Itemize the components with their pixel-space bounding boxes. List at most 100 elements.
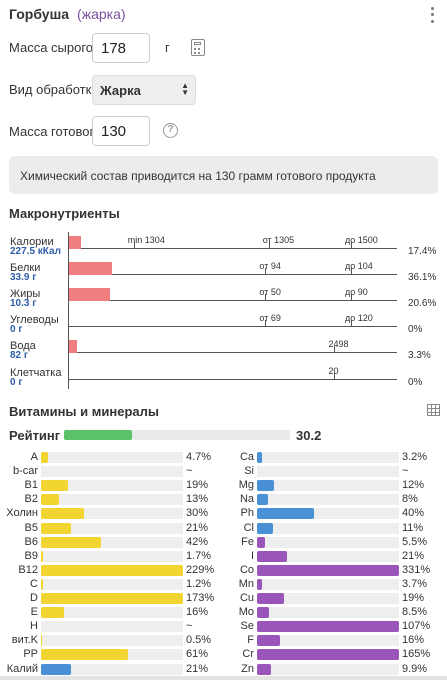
more-options-icon[interactable]: [428, 5, 436, 25]
nutrient-percent: 21%: [402, 549, 425, 562]
nutrient-name: Se: [240, 620, 254, 633]
cooked-mass-input[interactable]: [92, 116, 150, 146]
nutrient-percent: 1.2%: [186, 577, 212, 590]
raw-mass-input[interactable]: [92, 33, 150, 63]
macro-axis: [68, 232, 69, 389]
rating-value: 30.2: [296, 428, 322, 443]
nutrient-row: A 4.7%: [0, 451, 447, 465]
nutrient-bar-fill: [257, 508, 314, 520]
nutrient-bar: [41, 508, 183, 520]
nutrient-bar: [257, 593, 399, 604]
nutrient-bar: [257, 621, 399, 633]
cooked-mass-label: Масса готового: [9, 124, 102, 139]
macro-bar: [69, 262, 112, 275]
rating-bar-fill: [64, 430, 133, 440]
macro-value: 33.9 г: [10, 272, 37, 283]
help-icon[interactable]: ?: [163, 123, 178, 138]
macro-baseline: [68, 352, 397, 353]
nutrient-row: Fe 5.5%: [0, 536, 447, 550]
nutrient-percent: 0.5%: [186, 634, 212, 647]
macro-marker-label: min 1304: [127, 235, 165, 245]
rating-bar: [64, 430, 290, 440]
macro-row: Калории 227.5 кКал min 1304 от 1305 до 1500 1…: [0, 235, 447, 257]
macro-bar: [69, 236, 81, 249]
macro-percent: 20.6%: [408, 298, 437, 309]
nutrient-bar: [257, 508, 399, 520]
processing-select-value: Жарка: [100, 83, 141, 98]
calculator-icon[interactable]: [191, 39, 205, 56]
nutrient-percent: ~: [186, 620, 193, 633]
nutrient-row: Mo 8.5%: [0, 606, 447, 620]
macro-baseline: [68, 248, 397, 249]
macro-baseline: [68, 326, 397, 327]
macro-bar: [69, 288, 111, 301]
macro-marker-label: до 104: [344, 261, 373, 271]
nutrient-bar: [257, 578, 399, 590]
nutrient-bar-fill: [257, 536, 265, 548]
nutrient-bar: [41, 663, 183, 675]
macro-value: 0 г: [10, 324, 23, 335]
table-view-icon[interactable]: [427, 404, 440, 416]
nutrient-bar-fill: [257, 621, 399, 633]
nutrient-bar: [41, 635, 183, 647]
raw-mass-unit: г: [165, 40, 170, 55]
nutrient-percent: 9.9%: [402, 662, 428, 675]
macro-value: 227.5 кКал: [10, 246, 61, 257]
nutrient-bar: [257, 466, 399, 478]
nutrient-row: Ca 3.2%: [0, 451, 447, 465]
nutrient-percent: 5.5%: [402, 535, 428, 548]
nutrient-bar-fill: [257, 494, 269, 506]
nutrient-name: D: [30, 592, 38, 604]
raw-mass-label: Масса сырого: [9, 40, 94, 55]
processing-select[interactable]: Жарка ▲ ▼: [92, 75, 196, 105]
nutrient-percent: 1.7%: [186, 549, 212, 562]
macro-marker-label: до 1500: [344, 235, 378, 245]
macro-row: Вода 82 г 2498 3.3%: [0, 339, 447, 361]
macro-marker-tick: [350, 242, 352, 249]
nutrient-bar-fill: [41, 508, 84, 520]
nutrient-name: Ph: [240, 507, 254, 520]
macro-marker-tick: [265, 320, 267, 327]
nutrient-bar-fill: [41, 480, 68, 492]
nutrient-name: Холин: [6, 507, 38, 520]
macro-baseline: [68, 379, 397, 380]
nutrient-name: Cl: [243, 521, 254, 534]
nutrient-percent: 4.7%: [186, 451, 212, 463]
nutrient-bar-fill: [41, 593, 183, 604]
nutrient-bar-fill: [41, 564, 183, 576]
nutrient-bar: [257, 635, 399, 647]
nutrient-row: b-car ~: [0, 465, 447, 479]
nutrient-bar: [41, 593, 183, 604]
nutrient-row: Калий 21%: [0, 663, 447, 677]
macro-marker-label: до 90: [344, 287, 368, 297]
macro-marker-tick: [334, 346, 336, 353]
nutrient-bar-fill: [257, 452, 262, 463]
nutrient-row: Se 107%: [0, 620, 447, 634]
macro-value: 0 г: [10, 377, 23, 388]
nutrient-name: B9: [24, 549, 38, 562]
macro-section-title: Макронутриенты: [9, 206, 120, 221]
nutrient-name: Mg: [238, 479, 254, 492]
macro-marker-tick: [265, 268, 267, 275]
nutrient-bar-fill: [41, 550, 44, 562]
nutrient-bar-fill: [257, 607, 270, 619]
nutrient-percent: 19%: [186, 479, 209, 492]
nutrient-name: E: [30, 606, 38, 619]
nutrient-name: B2: [24, 493, 38, 506]
macro-row: Белки 33.9 г от 94 до 104 36.1%: [0, 261, 447, 283]
nutrient-bar-fill: [257, 635, 280, 647]
nutrient-bar-fill: [257, 522, 273, 534]
nutrient-name: H: [30, 620, 38, 633]
nutrient-bar-fill: [257, 663, 272, 675]
nutrient-row: B1 19%: [0, 479, 447, 493]
nutrient-percent: ~: [186, 465, 193, 478]
nutrient-bar-fill: [257, 480, 275, 492]
nutrient-bar-fill: [41, 607, 64, 619]
nutrient-bar-fill: [41, 635, 42, 647]
nutrient-name: B1: [24, 479, 38, 492]
nutrient-percent: 11%: [402, 521, 424, 534]
nutrient-bar: [257, 536, 399, 548]
nutrient-row: D 173%: [0, 592, 447, 606]
nutrient-row: E 16%: [0, 606, 447, 620]
nutrient-row: B6 42%: [0, 536, 447, 550]
